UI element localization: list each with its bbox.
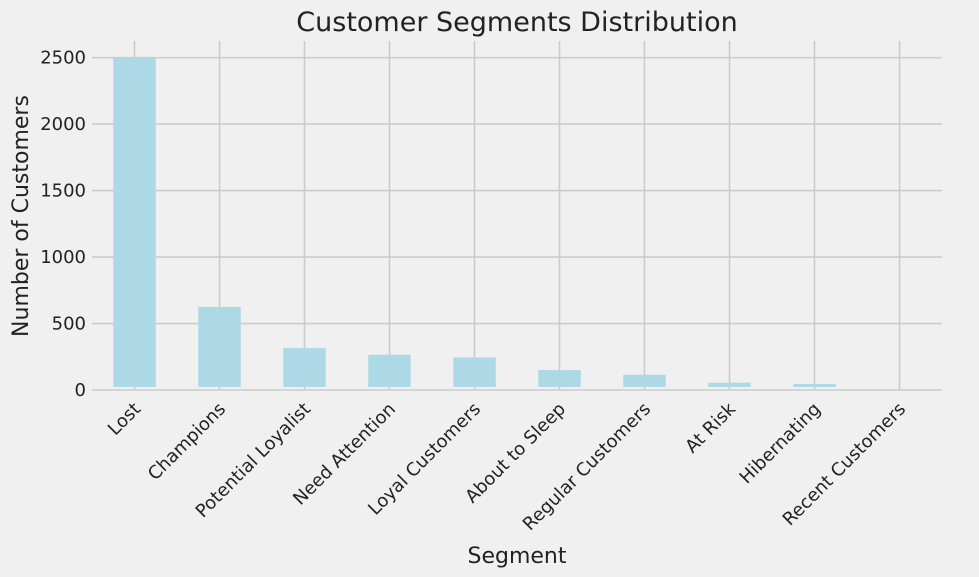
bar-about-to-sleep <box>538 370 581 387</box>
bar-loyal-customers <box>453 357 496 387</box>
y-tick-label: 1000 <box>40 247 86 268</box>
bar-hibernating <box>793 384 836 387</box>
bar-regular-customers <box>623 374 666 387</box>
x-tick-label: Lost <box>104 399 145 440</box>
y-tick-label: 500 <box>52 314 86 335</box>
grid <box>92 41 942 391</box>
y-tick-label: 2000 <box>40 114 86 135</box>
y-tick-label: 2500 <box>40 48 86 69</box>
x-tick-label: Hibernating <box>736 399 825 488</box>
chart-title: Customer Segments Distribution <box>296 7 737 38</box>
bars <box>113 57 836 387</box>
y-tick-label: 0 <box>75 380 86 401</box>
x-axis-title: Segment <box>468 544 567 569</box>
y-axis-title: Number of Customers <box>9 95 34 337</box>
bar-lost <box>113 57 156 387</box>
x-tick-label: Champions <box>144 399 230 485</box>
x-tick-label: At Risk <box>681 398 740 457</box>
bar-at-risk <box>708 382 751 387</box>
bar-potential-loyalist <box>283 348 326 387</box>
bar-champions <box>198 306 241 387</box>
y-tick-label: 1500 <box>40 181 86 202</box>
bar-need-attention <box>368 354 411 387</box>
y-axis-ticks: 0 500 1000 1500 2000 2500 <box>40 48 86 401</box>
